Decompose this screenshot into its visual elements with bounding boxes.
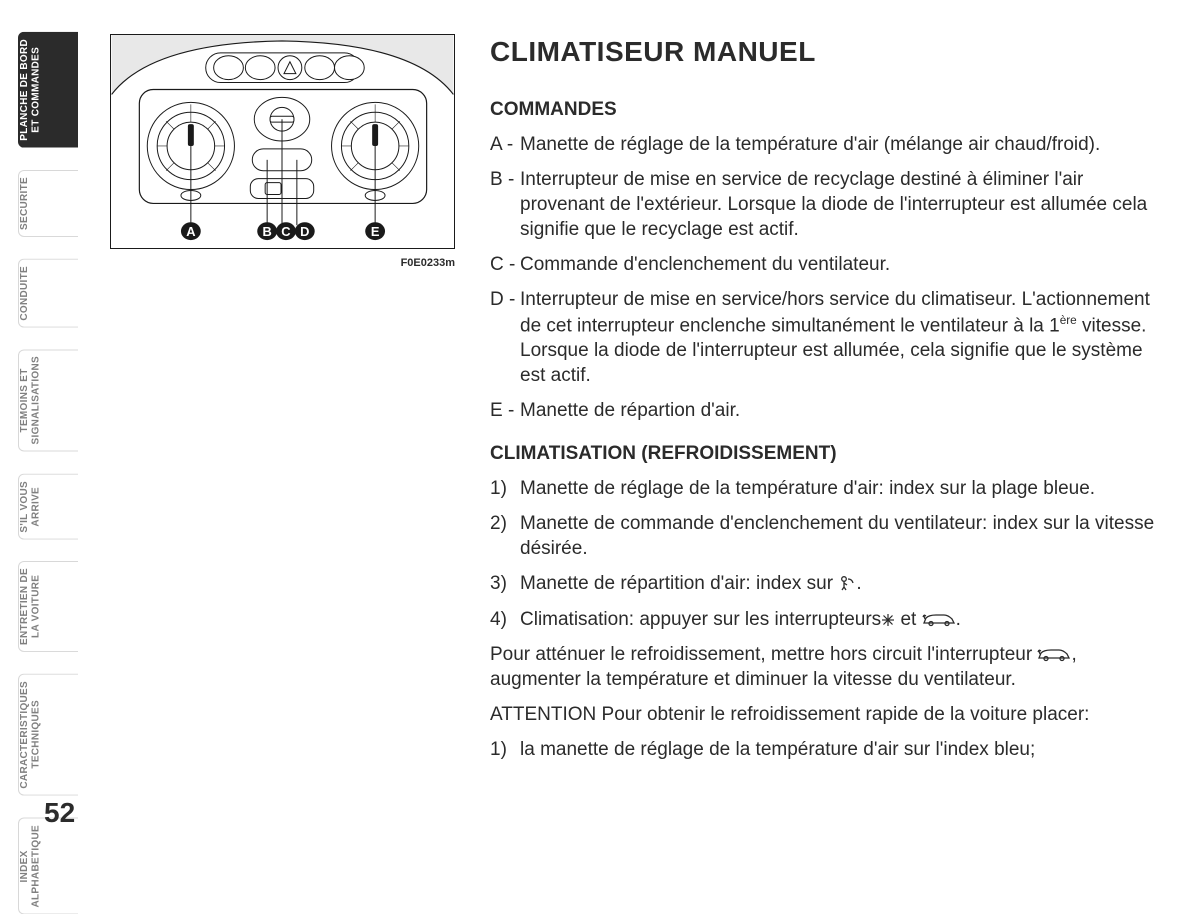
sidebar-tab-5[interactable]: ENTRETIEN DE LA VOITURE: [18, 561, 78, 652]
para-attention: ATTENTION Pour obtenir le refroidissemen…: [490, 702, 1160, 727]
step-text: Manette de commande d'enclenchement du v…: [520, 511, 1160, 561]
svg-text:B: B: [262, 224, 271, 239]
step-text: Manette de réglage de la température d'a…: [520, 476, 1160, 501]
sidebar-tab-4[interactable]: S'IL VOUS ARRIVE: [18, 474, 78, 540]
commande-text: Manette de répartion d'air.: [520, 398, 1160, 423]
climate-controls-diagram: A B C D E: [110, 34, 455, 249]
section-commandes-title: COMMANDES: [490, 97, 1160, 122]
step-num: 1): [490, 737, 520, 762]
sidebar-tab-7[interactable]: INDEX ALPHABETIQUE: [18, 818, 78, 914]
commande-item-D: D -Interrupteur de mise en service/hors …: [490, 287, 1160, 388]
step-item-1: 1)Manette de réglage de la température d…: [490, 476, 1160, 501]
svg-text:A: A: [186, 224, 195, 239]
sidebar-tab-2[interactable]: CONDUITE: [18, 259, 78, 328]
step-item-4: 4)Climatisation: appuyer sur les interru…: [490, 607, 1160, 632]
svg-text:D: D: [300, 224, 309, 239]
step-num: 1): [490, 476, 520, 501]
section-climatisation-title: CLIMATISATION (REFROIDISSEMENT): [490, 441, 1160, 466]
step-item-3: 3)Manette de répartition d'air: index su…: [490, 571, 1160, 596]
svg-text:E: E: [371, 224, 380, 239]
commande-item-A: A -Manette de réglage de la température …: [490, 132, 1160, 157]
commande-text: Interrupteur de mise en service de recyc…: [520, 167, 1160, 242]
step-num: 2): [490, 511, 520, 561]
commande-letter: B -: [490, 167, 520, 242]
commande-item-B: B -Interrupteur de mise en service de re…: [490, 167, 1160, 242]
sidebar-tab-0[interactable]: PLANCHE DE BORD ET COMMANDES: [18, 32, 78, 148]
steps-list: 1)Manette de réglage de la température d…: [490, 476, 1160, 631]
commande-text: Manette de réglage de la température d'a…: [520, 132, 1160, 157]
commande-text: Commande d'enclenchement du ventilateur.: [520, 252, 1160, 277]
commande-item-E: E -Manette de répartion d'air.: [490, 398, 1160, 423]
step-text: Manette de répartition d'air: index sur …: [520, 571, 1160, 596]
figure-panel: A B C D E F0E0233m: [110, 34, 455, 269]
figure-caption: F0E0233m: [110, 257, 455, 269]
sidebar-tabs: PLANCHE DE BORD ET COMMANDES SECURITE COND…: [18, 32, 78, 914]
svg-text:C: C: [281, 224, 290, 239]
step-num: 3): [490, 571, 520, 596]
sidebar-tab-6[interactable]: CARACTERISTIQUES TECHNIQUES: [18, 674, 78, 796]
step-text: la manette de réglage de la température …: [520, 737, 1160, 762]
step-num: 4): [490, 607, 520, 632]
commande-letter: C -: [490, 252, 520, 277]
commande-item-C: C -Commande d'enclenchement du ventilate…: [490, 252, 1160, 277]
para-index-bleu: 1) la manette de réglage de la températu…: [490, 737, 1160, 762]
commande-text: Interrupteur de mise en service/hors ser…: [520, 287, 1160, 388]
sidebar-tab-3[interactable]: TEMOINS ET SIGNALISATIONS: [18, 349, 78, 451]
para-attenuer: Pour atténuer le refroidissement, mettre…: [490, 642, 1160, 692]
commande-letter: A -: [490, 132, 520, 157]
page-number: 52: [44, 797, 75, 829]
step-item-2: 2)Manette de commande d'enclenchement du…: [490, 511, 1160, 561]
page-title: CLIMATISEUR MANUEL: [490, 34, 1160, 71]
step-text: Climatisation: appuyer sur les interrupt…: [520, 607, 1160, 632]
commande-letter: D -: [490, 287, 520, 388]
commandes-list: A -Manette de réglage de la température …: [490, 132, 1160, 423]
commande-letter: E -: [490, 398, 520, 423]
body-content: CLIMATISEUR MANUEL COMMANDES A -Manette …: [490, 34, 1160, 772]
sidebar-tab-1[interactable]: SECURITE: [18, 170, 78, 237]
